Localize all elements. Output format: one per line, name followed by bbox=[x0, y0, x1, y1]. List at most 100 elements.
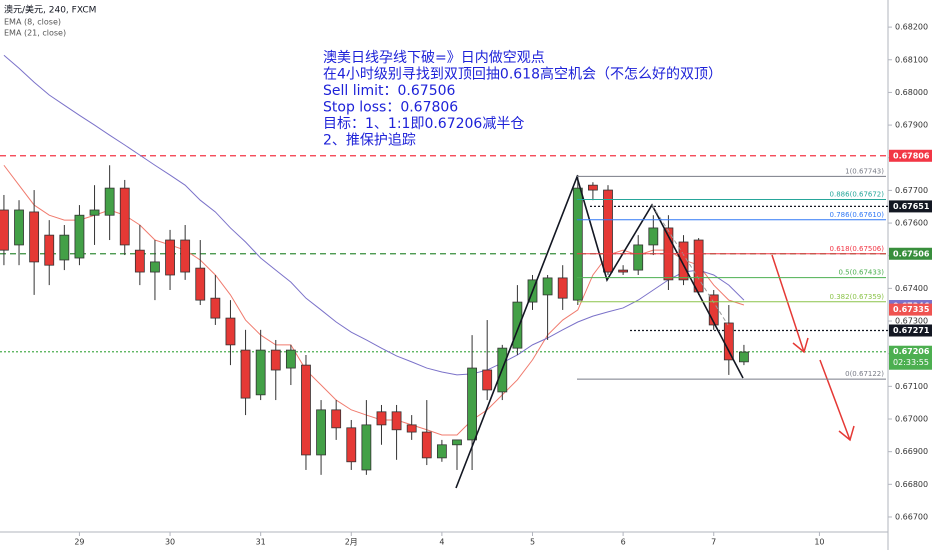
y-tick-label: 0.66800 bbox=[895, 480, 928, 489]
price-badge-label: 0.67651 bbox=[893, 202, 930, 211]
candle-body bbox=[270, 349, 281, 371]
x-tick-label: 4 bbox=[439, 538, 444, 547]
legend-entry: EMA (21, close) bbox=[4, 29, 66, 38]
candle-body bbox=[104, 187, 115, 216]
y-tick-label: 0.66900 bbox=[895, 447, 928, 456]
y-tick-label: 0.67000 bbox=[895, 415, 928, 424]
x-tick-label: 6 bbox=[621, 538, 626, 547]
candle-body bbox=[210, 297, 221, 319]
price-badge bbox=[889, 247, 932, 260]
fib-label: 0.786(0.67610) bbox=[830, 211, 885, 219]
annotation-text: 在4小时级别寻找到双顶回抽0.618高空机会（不怎么好的双顶） bbox=[323, 66, 722, 83]
fib-label: 0.5(0.67433) bbox=[838, 269, 884, 277]
candle-body bbox=[255, 349, 266, 396]
candle-body bbox=[195, 267, 206, 301]
annotation-text: 澳美日线孕线下破=》日内做空观点 bbox=[323, 50, 545, 66]
plot-area bbox=[0, 54, 888, 475]
y-tick-label: 0.68200 bbox=[895, 23, 928, 32]
candle-body bbox=[0, 209, 9, 251]
candle-body bbox=[542, 277, 553, 296]
candle-body bbox=[180, 239, 191, 273]
annotation-text: 目标：1、1:1即0.67206减半仓 bbox=[323, 116, 524, 132]
candle-body bbox=[14, 209, 24, 246]
price-badge bbox=[889, 149, 932, 162]
x-tick-label: 10 bbox=[814, 538, 824, 547]
candle-body bbox=[512, 301, 523, 349]
candle-body bbox=[723, 322, 734, 361]
arrow bbox=[819, 359, 851, 441]
candle-body bbox=[603, 189, 613, 273]
price-badge-label: 0.67506 bbox=[893, 249, 930, 258]
fib-label: 0(0.67122) bbox=[845, 370, 884, 378]
arrow-head bbox=[838, 425, 855, 442]
countdown: 02:33:55 bbox=[893, 358, 929, 367]
candle-body bbox=[633, 244, 644, 271]
price-badge bbox=[889, 303, 932, 316]
arrows bbox=[771, 254, 855, 442]
fib-label: 0.618(0.67506) bbox=[830, 245, 885, 253]
candle-body bbox=[406, 424, 417, 433]
candle-body bbox=[452, 439, 462, 446]
x-tick-label: 31 bbox=[256, 538, 266, 547]
candle-body bbox=[134, 249, 145, 273]
y-tick-label: 0.67400 bbox=[895, 284, 928, 293]
candle-body bbox=[361, 424, 372, 471]
candle-body bbox=[346, 427, 357, 463]
annotation-text: Sell limit：0.67506 bbox=[323, 83, 456, 99]
candle-body bbox=[376, 411, 387, 426]
fib-label: 1(0.67743) bbox=[845, 167, 884, 175]
price-badge-label: 0.67335 bbox=[893, 305, 930, 314]
price-badge bbox=[889, 345, 932, 370]
x-tick-label: 5 bbox=[530, 538, 535, 547]
candle-body bbox=[557, 277, 568, 299]
y-tick-label: 0.67100 bbox=[895, 382, 928, 391]
candle-body bbox=[678, 241, 689, 281]
x-tick-label: 2月 bbox=[345, 538, 358, 547]
y-tick-label: 0.67300 bbox=[895, 317, 928, 326]
candle-body bbox=[572, 187, 583, 301]
candle-body bbox=[44, 234, 55, 266]
candle-body bbox=[648, 227, 659, 246]
ema-line bbox=[3, 54, 745, 376]
arrow-head bbox=[792, 337, 809, 354]
candle-body bbox=[588, 184, 598, 191]
y-tick-label: 0.67600 bbox=[895, 219, 928, 228]
trend-dashed bbox=[651, 204, 729, 326]
candle-body bbox=[119, 187, 130, 246]
candle-body bbox=[331, 409, 342, 429]
candle-body bbox=[618, 269, 629, 273]
candle-body bbox=[240, 349, 251, 399]
candle-body bbox=[316, 409, 326, 456]
candle-body bbox=[74, 214, 85, 259]
candle-body bbox=[739, 351, 749, 363]
price-badge-label: 0.67206 bbox=[893, 347, 930, 356]
candle-body bbox=[436, 444, 447, 459]
y-tick-label: 0.66700 bbox=[895, 512, 928, 521]
y-tick-label: 0.68000 bbox=[895, 88, 928, 97]
annotation-text: Stop loss：0.67806 bbox=[323, 100, 458, 116]
arrow bbox=[771, 254, 805, 353]
price-badge bbox=[889, 200, 932, 213]
candle-body bbox=[165, 239, 175, 276]
candle-body bbox=[467, 367, 477, 441]
y-tick-label: 0.67700 bbox=[895, 186, 928, 195]
candle-body bbox=[708, 294, 719, 326]
candle-body bbox=[89, 209, 100, 216]
candle-body bbox=[421, 431, 432, 459]
pattern-line bbox=[455, 174, 744, 489]
x-tick-label: 29 bbox=[74, 538, 84, 547]
candle-body bbox=[225, 317, 236, 346]
x-tick-label: 30 bbox=[165, 538, 175, 547]
candle-body bbox=[29, 211, 40, 263]
price-badge bbox=[889, 324, 932, 337]
y-tick-label: 0.67900 bbox=[895, 121, 928, 130]
y-tick-label: 0.68100 bbox=[895, 55, 928, 64]
chart-title: 澳元/美元, 240, FXCM bbox=[4, 4, 96, 16]
fib-label: 0.382(0.67359) bbox=[830, 293, 885, 301]
candle-body bbox=[59, 234, 70, 261]
price-badge-label: 0.67806 bbox=[893, 151, 930, 160]
candle-body bbox=[285, 349, 296, 369]
fib-label: 0.886(0.67672) bbox=[830, 191, 885, 199]
candle-body bbox=[301, 364, 311, 456]
